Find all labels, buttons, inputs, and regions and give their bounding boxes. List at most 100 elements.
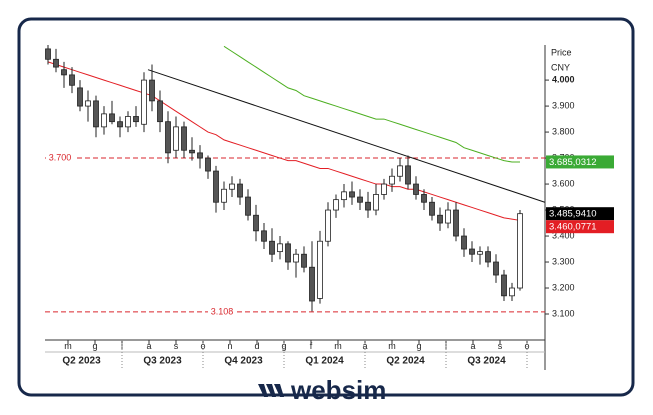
candle-body bbox=[453, 209, 459, 237]
candle-body bbox=[61, 69, 67, 76]
candle-body bbox=[85, 100, 91, 107]
candle-body bbox=[381, 183, 387, 195]
y-tick-label: 3.800 bbox=[552, 126, 575, 136]
y-tick-label: 3.300 bbox=[552, 256, 575, 266]
level-label: 3.700 bbox=[49, 152, 72, 162]
month-label: a bbox=[470, 341, 475, 351]
month-label: o bbox=[200, 341, 205, 351]
price-tag bbox=[546, 207, 614, 221]
candle-body bbox=[117, 121, 123, 128]
y-tick-label: 4.000 bbox=[552, 74, 575, 84]
candle-body bbox=[237, 183, 243, 198]
frame bbox=[17, 17, 635, 397]
plot: 3.700 3.108 bbox=[45, 45, 545, 317]
candle-body bbox=[245, 196, 251, 216]
candle-body bbox=[309, 266, 315, 302]
level-label-bg bbox=[46, 153, 74, 164]
quarter-label: Q3 2024 bbox=[467, 356, 506, 367]
candle-body bbox=[285, 243, 291, 263]
month-label: a bbox=[146, 341, 151, 351]
candle-body bbox=[349, 191, 355, 198]
month-label: d bbox=[254, 341, 259, 351]
candle-body bbox=[197, 152, 203, 159]
trendline bbox=[147, 69, 545, 203]
candle-body bbox=[357, 196, 363, 203]
candle-body bbox=[229, 183, 235, 190]
candle-body bbox=[269, 240, 275, 255]
candle-body bbox=[333, 199, 339, 211]
quarter-label: Q2 2023 bbox=[62, 356, 101, 367]
level-label-bg bbox=[208, 306, 236, 317]
candle-body bbox=[93, 100, 99, 128]
quarter-label: Q1 2024 bbox=[305, 356, 344, 367]
quarter-label: Q3 2023 bbox=[143, 356, 182, 367]
candle-body bbox=[501, 274, 507, 297]
price-tag bbox=[546, 220, 614, 234]
candle-body bbox=[325, 209, 331, 242]
candle-body bbox=[45, 48, 51, 60]
month-label: l bbox=[121, 341, 123, 351]
month-label: s bbox=[174, 341, 179, 351]
candle-body bbox=[189, 149, 195, 154]
candle-body bbox=[253, 214, 259, 232]
candle-body bbox=[293, 253, 299, 263]
y-tick-label: 3.200 bbox=[552, 282, 575, 292]
candle-body bbox=[405, 165, 411, 185]
candle-body bbox=[445, 209, 451, 224]
month-label: g bbox=[281, 341, 286, 351]
month-label: a bbox=[362, 341, 367, 351]
candle-body bbox=[397, 165, 403, 177]
month-label: m bbox=[388, 341, 396, 351]
candle-body bbox=[365, 201, 371, 211]
candle-body bbox=[469, 248, 475, 255]
month-label: l bbox=[445, 341, 447, 351]
quarter-label: Q2 2024 bbox=[386, 356, 425, 367]
brand-name: websim bbox=[290, 375, 386, 405]
candle-body bbox=[509, 287, 515, 297]
candle-body bbox=[421, 194, 427, 203]
logo-stroke bbox=[274, 384, 284, 397]
month-label: o bbox=[524, 341, 529, 351]
logo-stroke bbox=[266, 384, 276, 397]
moving-average-line bbox=[47, 61, 521, 221]
month-label: s bbox=[498, 341, 503, 351]
y-tick-label: 3.600 bbox=[552, 178, 575, 188]
candle-body bbox=[301, 253, 307, 268]
candle-body bbox=[461, 235, 467, 250]
month-label: f bbox=[310, 341, 313, 351]
candle-body bbox=[261, 230, 267, 242]
month-label: m bbox=[64, 341, 72, 351]
candle-body bbox=[53, 58, 59, 68]
candle-body bbox=[493, 261, 499, 276]
candle-body bbox=[341, 191, 347, 201]
candle-body bbox=[413, 183, 419, 195]
candle-body bbox=[517, 213, 523, 289]
month-label: n bbox=[227, 341, 232, 351]
y-tick-label: 3.100 bbox=[552, 308, 575, 318]
axis-title: Price bbox=[551, 47, 572, 57]
logo-stroke bbox=[258, 384, 268, 397]
candle-body bbox=[165, 121, 171, 154]
candle-body bbox=[69, 74, 75, 86]
candle-body bbox=[485, 251, 491, 263]
candle-body bbox=[133, 116, 139, 123]
candle-body bbox=[317, 240, 323, 299]
quarter-label: Q4 2023 bbox=[224, 356, 263, 367]
level-label: 3.108 bbox=[211, 306, 234, 316]
candle-body bbox=[221, 188, 227, 203]
candle-body bbox=[141, 79, 147, 125]
candle-body bbox=[77, 87, 83, 107]
brand-logo: websim bbox=[258, 375, 386, 405]
y-tick-label: 3.900 bbox=[552, 100, 575, 110]
candle-body bbox=[205, 157, 211, 172]
month-label: g bbox=[92, 341, 97, 351]
candle-body bbox=[437, 214, 443, 224]
moving-average-line bbox=[223, 45, 520, 163]
candle-body bbox=[125, 116, 131, 128]
month-label: g bbox=[416, 341, 421, 351]
month-label: m bbox=[334, 341, 342, 351]
price-tag bbox=[546, 155, 614, 169]
candle-body bbox=[157, 100, 163, 123]
